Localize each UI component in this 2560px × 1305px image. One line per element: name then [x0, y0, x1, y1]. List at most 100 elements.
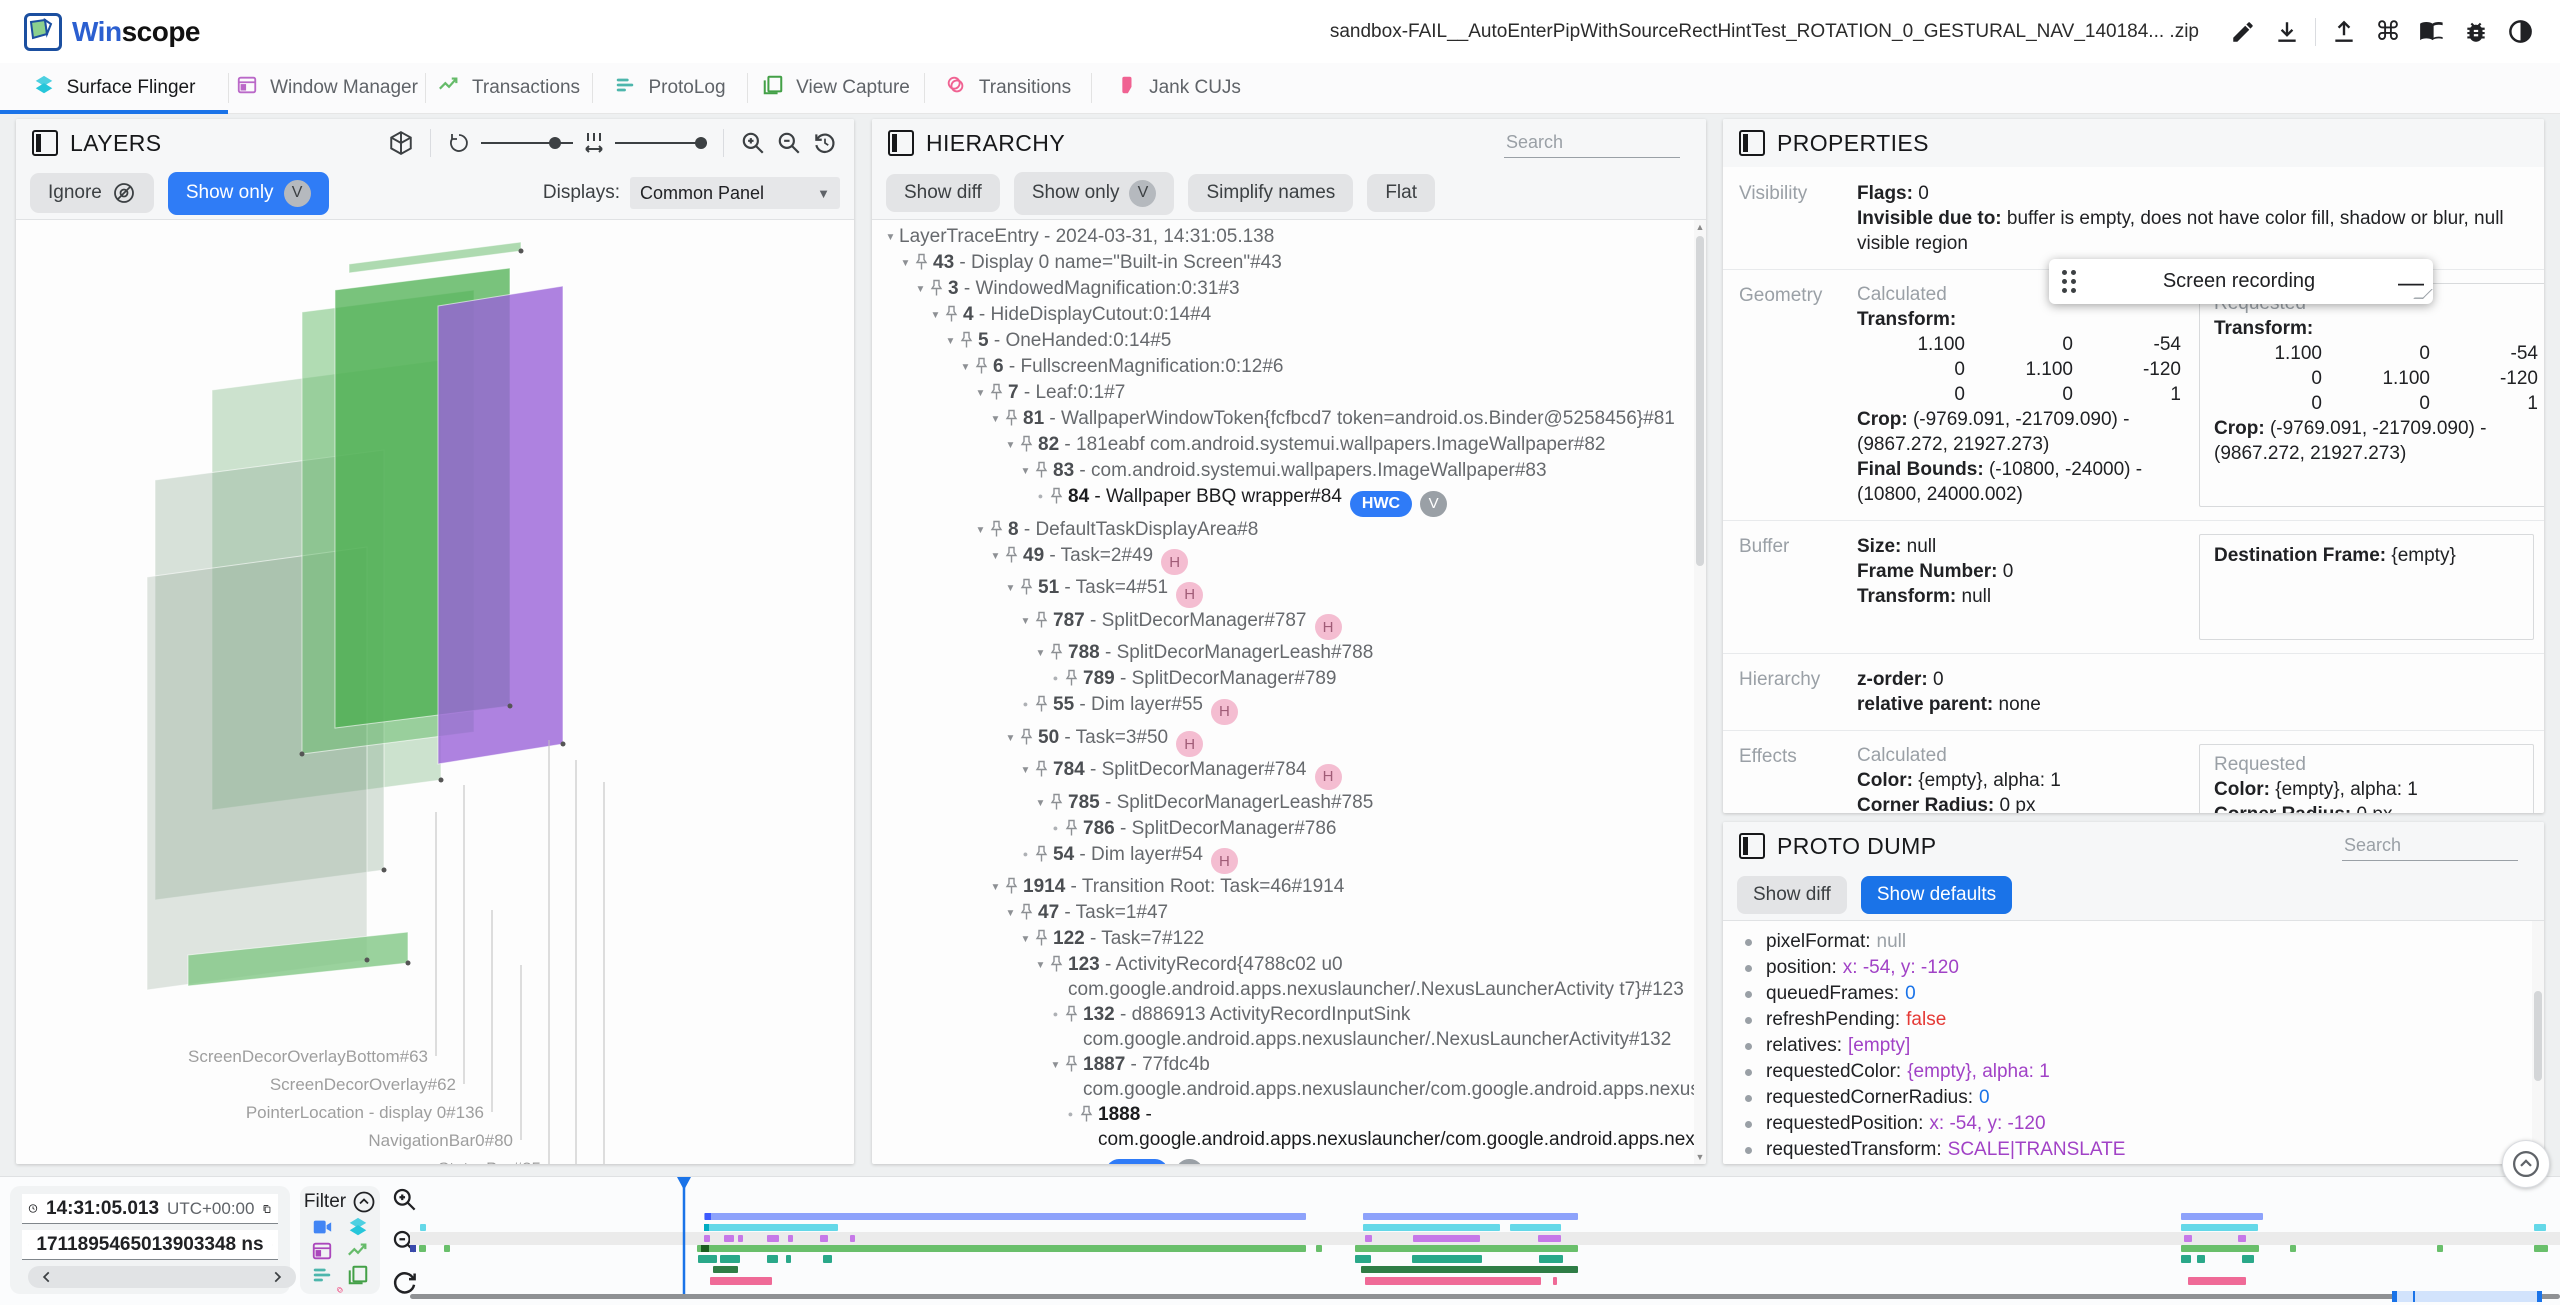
protolog-row-segment[interactable]	[2242, 1255, 2254, 1263]
pin-icon[interactable]	[1019, 435, 1034, 453]
protolog-filter-icon[interactable]	[311, 1264, 333, 1286]
scroll-up-icon[interactable]: ▲	[1695, 222, 1705, 232]
rotation-icon[interactable]	[447, 131, 471, 155]
protolog-row-segment[interactable]	[823, 1255, 832, 1263]
surface-flinger-row-segment[interactable]	[420, 1224, 426, 1231]
pin-icon[interactable]	[1064, 1055, 1079, 1073]
spacing-slider[interactable]	[615, 131, 707, 155]
transactions-row-segment[interactable]	[738, 1235, 743, 1242]
layer-label[interactable]: StatusBar#85	[438, 1159, 541, 1164]
copy-icon[interactable]	[262, 1199, 272, 1219]
transactions-row-segment[interactable]	[2184, 1235, 2192, 1242]
drag-handle-icon[interactable]	[2049, 270, 2089, 293]
transactions-row-segment[interactable]	[767, 1235, 779, 1242]
collapse-icon[interactable]: ▼	[1005, 583, 1016, 594]
protolog-row-segment[interactable]	[786, 1255, 791, 1263]
pin-icon[interactable]	[1049, 643, 1064, 661]
tab-windowmanager[interactable]: Window Manager	[229, 63, 425, 113]
pin-icon[interactable]	[974, 357, 989, 375]
protolog-row-segment[interactable]	[2197, 1255, 2205, 1263]
hierarchy-scrollbar[interactable]: ▲ ▼	[1694, 220, 1706, 1164]
shortcuts-icon[interactable]: ⌘	[2375, 16, 2401, 46]
scroll-to-top-button[interactable]	[2502, 1140, 2550, 1188]
spacing-icon[interactable]	[583, 131, 605, 155]
pin-icon[interactable]	[1064, 819, 1079, 837]
collapse-icon[interactable]: ▼	[975, 524, 986, 536]
pin-icon[interactable]	[1004, 409, 1019, 427]
tree-node-788[interactable]: ▼ 788 - SplitDecorManagerLeash#788	[872, 640, 1696, 666]
rotation-slider[interactable]	[481, 131, 573, 155]
zoom-out-icon[interactable]	[776, 130, 802, 156]
transitions-row-segment[interactable]	[1553, 1277, 1557, 1285]
human-time-field[interactable]: 14:31:05.013 UTC+00:00	[22, 1194, 278, 1224]
window-manager-row-segment[interactable]	[1316, 1245, 1322, 1252]
tree-node-47[interactable]: ▼ 47 - Task=1#47	[872, 900, 1696, 926]
proto-entry-queuedFrames[interactable]: queuedFrames: 0	[1745, 981, 2532, 1007]
tree-node-82[interactable]: ▼ 82 - 181eabf com.android.systemui.wallp…	[872, 432, 1696, 458]
tab-transactions[interactable]: Transactions	[426, 63, 592, 113]
proto-scrollbar[interactable]	[2532, 921, 2544, 1164]
tree-node-4[interactable]: ▼ 4 - HideDisplayCutout:0:14#4	[872, 302, 1696, 328]
transactions-row-segment[interactable]	[1538, 1235, 1561, 1242]
flat-button[interactable]: Flat	[1367, 174, 1435, 212]
transitions-row-segment[interactable]	[2188, 1277, 2246, 1285]
collapse-icon[interactable]: ▼	[975, 388, 986, 399]
transactions-row-segment[interactable]	[704, 1235, 710, 1242]
collapse-icon[interactable]: ▼	[990, 550, 1001, 562]
next-frame-icon[interactable]	[270, 1270, 284, 1284]
layers-3d-view[interactable]: ScreenDecorOverlayBottom#63 ScreenDecorOv…	[16, 220, 854, 1164]
pin-icon[interactable]	[1034, 929, 1049, 947]
show-diff-button[interactable]: Show diff	[886, 174, 1000, 212]
window-manager-row-segment[interactable]	[2181, 1245, 2259, 1252]
collapse-icon[interactable]: ▼	[1020, 934, 1031, 945]
scrollbar-thumb[interactable]	[2534, 991, 2542, 1081]
pin-icon[interactable]	[1064, 669, 1079, 687]
tree-node-51[interactable]: ▼ 51 - Task=4#51 H	[872, 575, 1696, 608]
transactions-row-segment[interactable]	[820, 1235, 828, 1242]
pin-icon[interactable]	[1019, 728, 1034, 746]
transactions-row-segment[interactable]	[724, 1235, 734, 1242]
pin-icon[interactable]	[1079, 1105, 1094, 1123]
collapse-icon[interactable]	[352, 1190, 376, 1214]
layer-label[interactable]: ScreenDecorOverlay#62	[270, 1075, 456, 1094]
surface-flinger-row-segment[interactable]	[1510, 1224, 1561, 1231]
tree-node-789[interactable]: ● 789 - SplitDecorManager#789	[872, 666, 1696, 692]
transactions-filter-icon[interactable]	[347, 1240, 369, 1262]
viewcapture-row-segment[interactable]	[713, 1266, 738, 1273]
pin-icon[interactable]	[1064, 1005, 1079, 1023]
protolog-row-segment[interactable]	[698, 1255, 717, 1263]
edit-icon[interactable]	[2221, 10, 2265, 54]
protolog-row-segment[interactable]	[2181, 1255, 2191, 1263]
tree-node-787[interactable]: ▼ 787 - SplitDecorManager#787 H	[872, 608, 1696, 640]
collapse-icon[interactable]: ▼	[1035, 797, 1046, 809]
displays-select[interactable]: Common Panel ▼	[630, 177, 840, 209]
transactions-row-segment[interactable]	[1365, 1235, 1372, 1242]
surface-flinger-filter-icon[interactable]	[347, 1216, 369, 1238]
tree-node-50[interactable]: ▼ 50 - Task=3#50 H	[872, 725, 1696, 757]
timeline-cursor-marker[interactable]	[677, 1177, 691, 1190]
pin-icon[interactable]	[1034, 695, 1049, 713]
collapse-icon[interactable]: ▼	[1005, 908, 1016, 919]
scroll-down-icon[interactable]: ▼	[1695, 1152, 1705, 1162]
proto-entry-screenBounds[interactable]: screenBounds:(-10800, -24000) - (10800, …	[1745, 1163, 2532, 1164]
tree-node-84[interactable]: ● 84 - Wallpaper BBQ wrapper#84 HWC V	[872, 484, 1696, 517]
show-diff-button[interactable]: Show diff	[1737, 876, 1847, 914]
tree-node-784[interactable]: ▼ 784 - SplitDecorManager#784 H	[872, 757, 1696, 790]
screen-recording-row-segment[interactable]	[2181, 1213, 2263, 1220]
collapse-icon[interactable]: ▼	[885, 232, 896, 243]
transactions-row-segment[interactable]	[1413, 1235, 1480, 1242]
collapse-icon[interactable]: ▼	[990, 882, 1001, 893]
show-only-button[interactable]: Show only V	[1013, 171, 1175, 215]
tab-surfaceflinger[interactable]: Surface Flinger	[0, 63, 228, 114]
simplify-names-button[interactable]: Simplify names	[1188, 174, 1354, 212]
pin-icon[interactable]	[1034, 760, 1049, 778]
pin-icon[interactable]	[1004, 546, 1019, 564]
download-icon[interactable]	[2265, 10, 2309, 54]
tab-viewcapture[interactable]: View Capture	[748, 63, 924, 113]
pin-icon[interactable]	[1019, 903, 1034, 921]
show-defaults-button[interactable]: Show defaults	[1860, 876, 2013, 914]
tree-node-55[interactable]: ● 55 - Dim layer#55 H	[872, 692, 1696, 725]
pin-icon[interactable]	[1049, 487, 1064, 505]
collapse-icon[interactable]: ▼	[930, 310, 941, 321]
proto-entry-relatives[interactable]: relatives: [empty]	[1745, 1033, 2532, 1059]
